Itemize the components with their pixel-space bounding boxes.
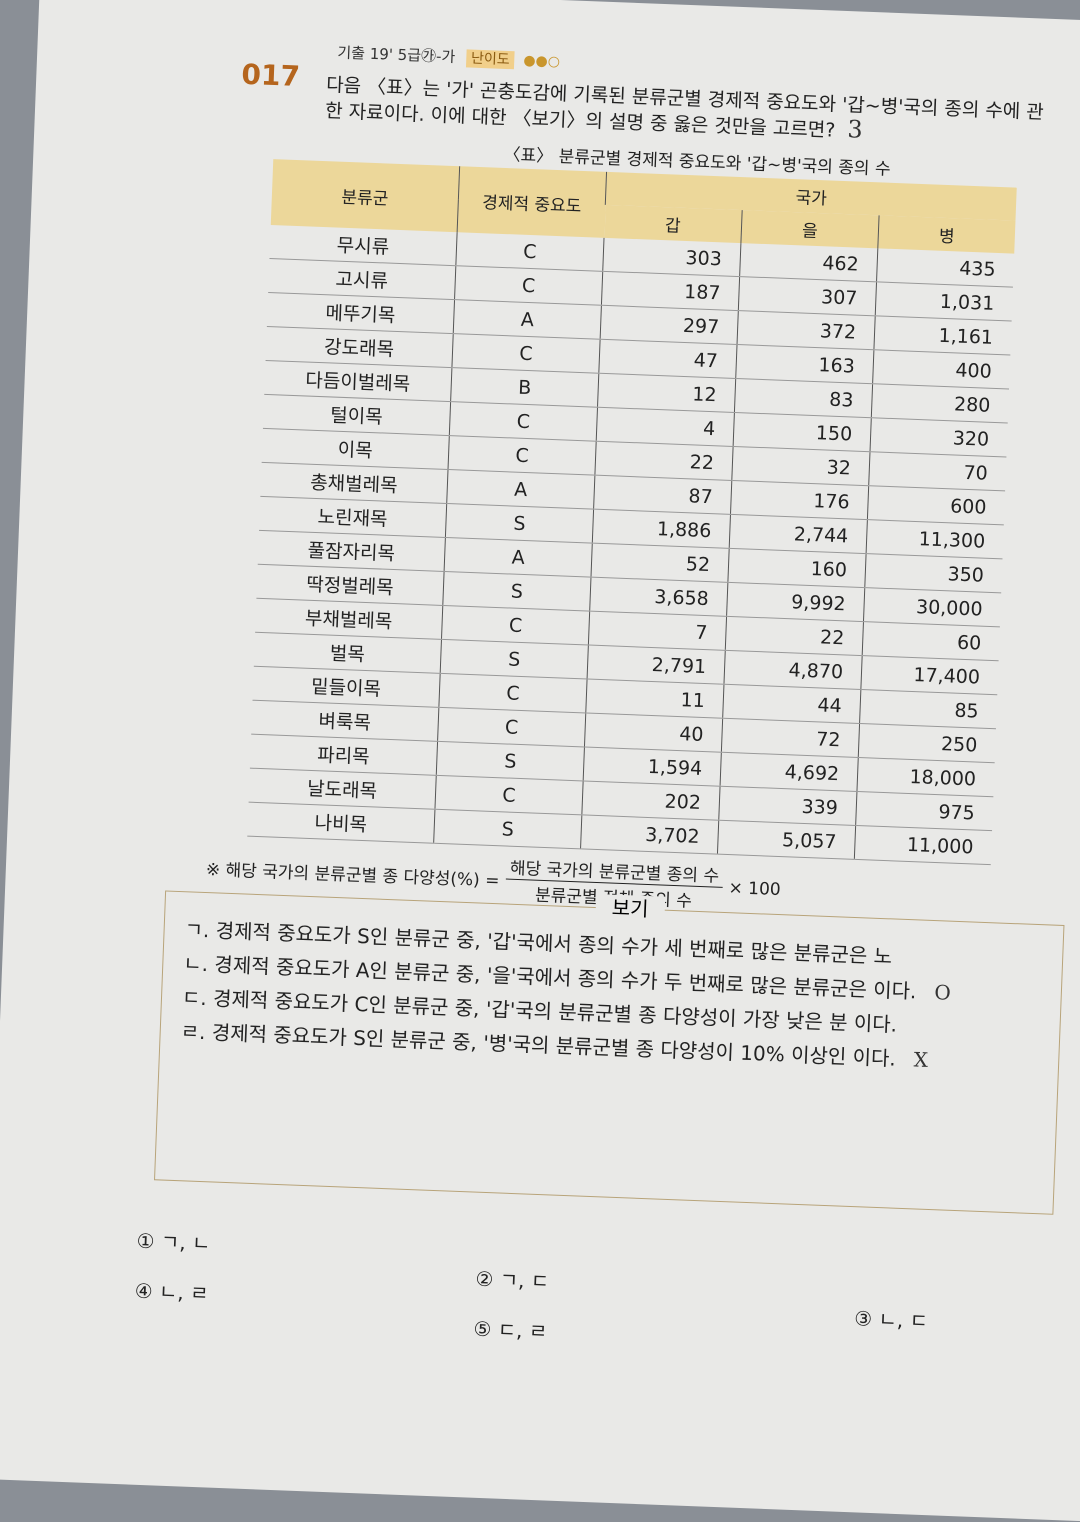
handwritten-answer: 3 <box>846 115 864 144</box>
importance-grade: C <box>451 333 601 374</box>
header-gap: 갑 <box>604 204 743 244</box>
importance-grade: S <box>445 503 594 544</box>
choice-1[interactable]: ① ㄱ, ㄴ <box>136 1228 211 1256</box>
count-eul: 307 <box>738 276 877 316</box>
count-eul: 5,057 <box>717 820 856 860</box>
importance-grade: C <box>455 232 605 272</box>
note-suffix: × 100 <box>728 877 782 900</box>
handwritten-x-mark: X <box>913 1047 929 1072</box>
count-gap: 12 <box>597 373 736 413</box>
count-eul: 4,692 <box>720 752 859 792</box>
count-byeong: 435 <box>876 248 1015 288</box>
count-gap: 4 <box>596 407 735 447</box>
importance-grade: S <box>436 741 585 781</box>
count-byeong: 975 <box>855 791 994 831</box>
bogi-box: 보기 ㄱ. 경제적 중요도가 S인 분류군 중, '갑'국에서 종의 수가 세 … <box>154 890 1065 1215</box>
count-byeong: 280 <box>871 383 1010 423</box>
count-byeong: 17,400 <box>860 655 999 695</box>
choice-3[interactable]: ③ ㄴ, ㄷ <box>853 1306 929 1334</box>
count-byeong: 250 <box>858 723 996 763</box>
count-eul: 4,870 <box>723 650 863 690</box>
header-group: 분류군 <box>270 159 460 233</box>
handwritten-o-mark: O <box>933 980 952 1005</box>
importance-grade: S <box>442 571 591 612</box>
count-byeong: 320 <box>870 417 1008 457</box>
count-eul: 72 <box>721 718 860 758</box>
count-eul: 176 <box>730 480 869 520</box>
choice-5[interactable]: ⑤ ㄷ, ㄹ <box>473 1316 548 1344</box>
count-gap: 7 <box>588 611 727 651</box>
note-prefix: ※ 해당 국가의 분류군별 종 다양성(%) = <box>205 860 500 892</box>
count-gap: 202 <box>581 780 721 821</box>
count-byeong: 350 <box>864 553 1003 593</box>
header-importance: 경제적 중요도 <box>457 166 607 238</box>
count-eul: 160 <box>727 548 867 588</box>
difficulty-dots: ●●○ <box>523 52 561 71</box>
count-gap: 1,886 <box>592 509 731 549</box>
count-gap: 1,594 <box>583 746 722 787</box>
count-eul: 163 <box>735 344 874 384</box>
count-eul: 9,992 <box>726 582 865 622</box>
count-eul: 372 <box>737 310 876 350</box>
importance-grade: C <box>434 775 584 815</box>
importance-grade: C <box>454 265 603 306</box>
count-byeong: 11,300 <box>866 519 1004 559</box>
count-byeong: 60 <box>862 621 1000 661</box>
group-name: 나비목 <box>247 802 435 844</box>
count-gap: 87 <box>593 475 732 515</box>
count-gap: 303 <box>602 237 741 277</box>
importance-grade: B <box>450 367 599 408</box>
count-gap: 187 <box>601 271 740 311</box>
count-gap: 3,702 <box>580 814 719 855</box>
question-block: 다음 〈표〉는 '가' 곤충도감에 기록된 분류군별 경제적 중요도와 '갑~병… <box>325 73 1046 151</box>
count-byeong: 11,000 <box>854 825 993 865</box>
count-byeong: 1,161 <box>873 315 1012 356</box>
count-gap: 22 <box>594 441 734 481</box>
importance-grade: C <box>441 605 590 646</box>
count-gap: 3,658 <box>589 577 728 617</box>
count-eul: 339 <box>718 786 857 826</box>
count-byeong: 30,000 <box>863 587 1002 627</box>
importance-grade: C <box>449 401 598 442</box>
header-eul: 을 <box>740 210 880 249</box>
count-gap: 11 <box>585 679 724 719</box>
choice-2[interactable]: ② ㄱ, ㄷ <box>475 1266 550 1294</box>
count-gap: 52 <box>590 543 730 583</box>
data-table: 분류군 경제적 중요도 국가 갑 을 병 무시류 C 303 462 435 고시류 C 18… <box>247 159 1017 865</box>
importance-grade: A <box>444 537 593 578</box>
count-byeong: 70 <box>868 451 1007 491</box>
count-byeong: 85 <box>859 689 998 729</box>
question-text: 다음 〈표〉는 '가' 곤충도감에 기록된 분류군별 경제적 중요도와 '갑~병… <box>324 74 1045 142</box>
count-gap: 2,791 <box>587 645 726 685</box>
question-source: 기출 19' 5급㉮-가 난이도 ●●○ <box>337 41 560 71</box>
importance-grade: C <box>437 707 586 747</box>
importance-grade: A <box>446 469 595 510</box>
importance-grade: C <box>438 673 588 713</box>
count-gap: 40 <box>584 712 723 753</box>
question-number: 017 <box>240 57 301 94</box>
difficulty-badge: 난이도 <box>465 49 515 70</box>
header-byeong: 병 <box>877 215 1016 254</box>
count-gap: 297 <box>600 305 739 345</box>
count-byeong: 1,031 <box>875 281 1013 322</box>
count-eul: 2,744 <box>729 514 868 554</box>
count-byeong: 600 <box>867 485 1006 525</box>
importance-grade: S <box>433 809 582 849</box>
count-eul: 22 <box>725 616 864 656</box>
count-byeong: 400 <box>872 349 1011 389</box>
count-eul: 150 <box>733 412 872 452</box>
importance-grade: C <box>448 435 597 476</box>
bogi-title: 보기 <box>595 894 666 923</box>
importance-grade: S <box>440 639 589 680</box>
count-byeong: 18,000 <box>856 757 995 797</box>
count-eul: 83 <box>734 378 873 418</box>
question-source-text: 기출 19' 5급㉮-가 <box>337 43 456 66</box>
count-eul: 44 <box>722 684 861 724</box>
choice-4[interactable]: ④ ㄴ, ㄹ <box>134 1278 209 1306</box>
count-gap: 47 <box>598 339 738 379</box>
importance-grade: A <box>453 299 602 340</box>
count-eul: 32 <box>731 446 871 486</box>
count-eul: 462 <box>739 243 878 282</box>
